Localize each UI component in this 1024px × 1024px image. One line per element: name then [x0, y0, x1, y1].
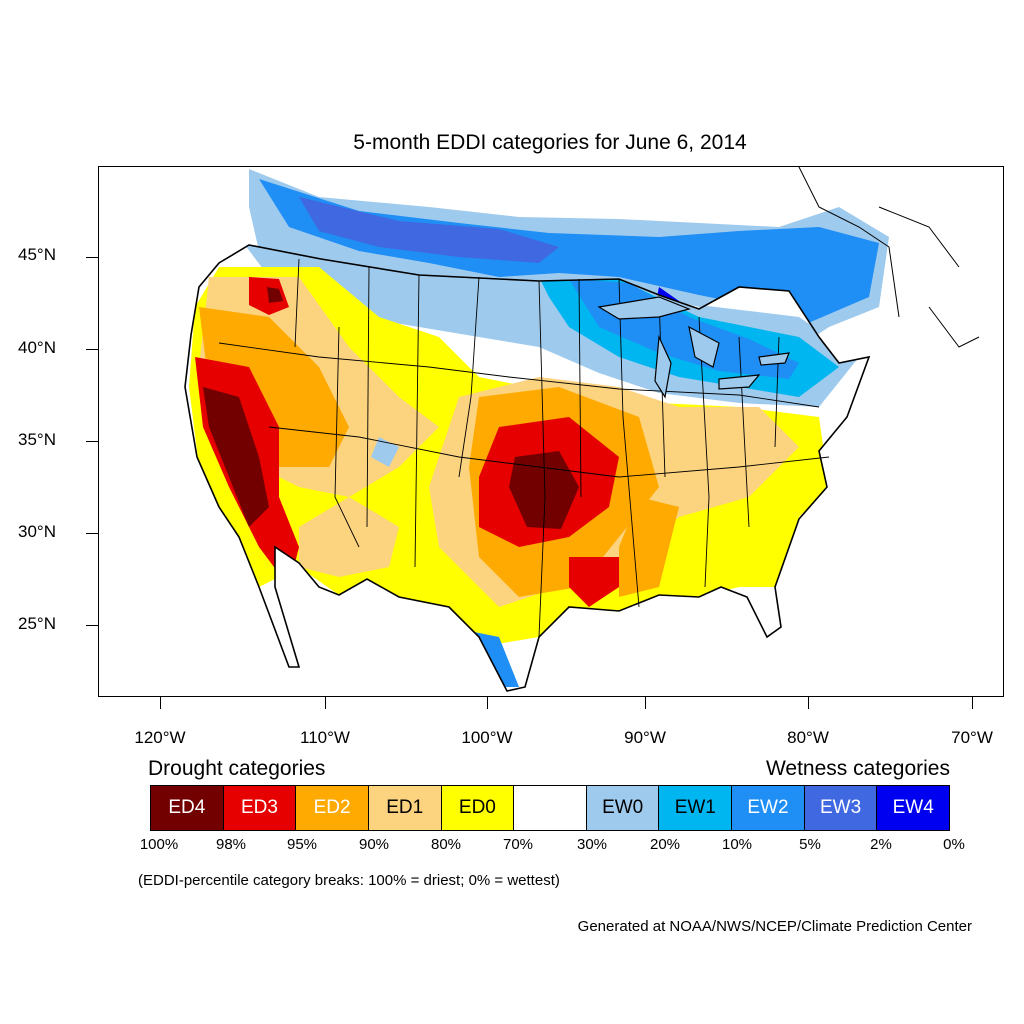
lat-label-30: 30°N	[18, 522, 56, 541]
legend-box-normal	[514, 786, 587, 830]
percentile-label: 95%	[286, 836, 318, 853]
percentile-label: 80%	[430, 836, 462, 853]
category-breaks-note: (EDDI-percentile category breaks: 100% =…	[138, 872, 560, 889]
percentile-label: 0%	[943, 836, 965, 853]
percentile-label: 30%	[576, 836, 608, 853]
lon-label-90w: 90°W	[624, 728, 666, 747]
lat-label-35: 35°N	[18, 430, 56, 449]
lon-tick	[808, 697, 809, 709]
legend-box-ed2: ED2	[296, 786, 369, 830]
legend-box-ed1: ED1	[368, 786, 442, 830]
category-legend: ED4 ED3 ED2 ED1 ED0 EW0 EW1 EW2 EW3 EW4	[150, 785, 950, 831]
lon-tick	[160, 697, 161, 709]
lon-label-80w: 80°W	[787, 728, 829, 747]
percentile-label: 70%	[502, 836, 534, 853]
eddi-map	[98, 166, 1004, 697]
lon-tick	[487, 697, 488, 709]
lon-tick	[972, 697, 973, 709]
percentile-label: 98%	[215, 836, 247, 853]
percentile-label: 90%	[358, 836, 390, 853]
legend-box-ew3: EW3	[804, 786, 878, 830]
lat-tick	[86, 257, 98, 258]
lon-label-70w: 70°W	[951, 728, 993, 747]
lat-tick	[86, 441, 98, 442]
credit-line: Generated at NOAA/NWS/NCEP/Climate Predi…	[577, 918, 972, 935]
legend-box-ed4: ED4	[151, 786, 224, 830]
percentile-label: 100%	[139, 836, 179, 853]
percentile-label: 2%	[870, 836, 892, 853]
lon-tick	[645, 697, 646, 709]
eddi-map-graphic	[184, 167, 980, 692]
percentile-label: 20%	[649, 836, 681, 853]
lat-tick	[86, 625, 98, 626]
lat-label-40: 40°N	[18, 338, 56, 357]
percentile-label: 5%	[799, 836, 821, 853]
lat-label-25: 25°N	[18, 614, 56, 633]
lon-label-120w: 120°W	[134, 728, 186, 747]
wetness-categories-title: Wetness categories	[765, 757, 950, 780]
legend-box-ed0: ED0	[441, 786, 515, 830]
legend-box-ew0: EW0	[586, 786, 660, 830]
lon-label-110w: 110°W	[300, 728, 350, 747]
lon-tick	[325, 697, 326, 709]
legend-box-ew4: EW4	[877, 786, 950, 830]
legend-box-ed3: ED3	[223, 786, 297, 830]
map-title: 5-month EDDI categories for June 6, 2014	[353, 131, 747, 154]
drought-categories-title: Drought categories	[148, 757, 326, 780]
legend-box-ew1: EW1	[659, 786, 733, 830]
lat-tick	[86, 533, 98, 534]
percentile-label: 10%	[721, 836, 753, 853]
lon-label-100w: 100°W	[461, 728, 513, 747]
legend-box-ew2: EW2	[732, 786, 805, 830]
lat-tick	[86, 349, 98, 350]
lat-label-45: 45°N	[18, 245, 56, 264]
